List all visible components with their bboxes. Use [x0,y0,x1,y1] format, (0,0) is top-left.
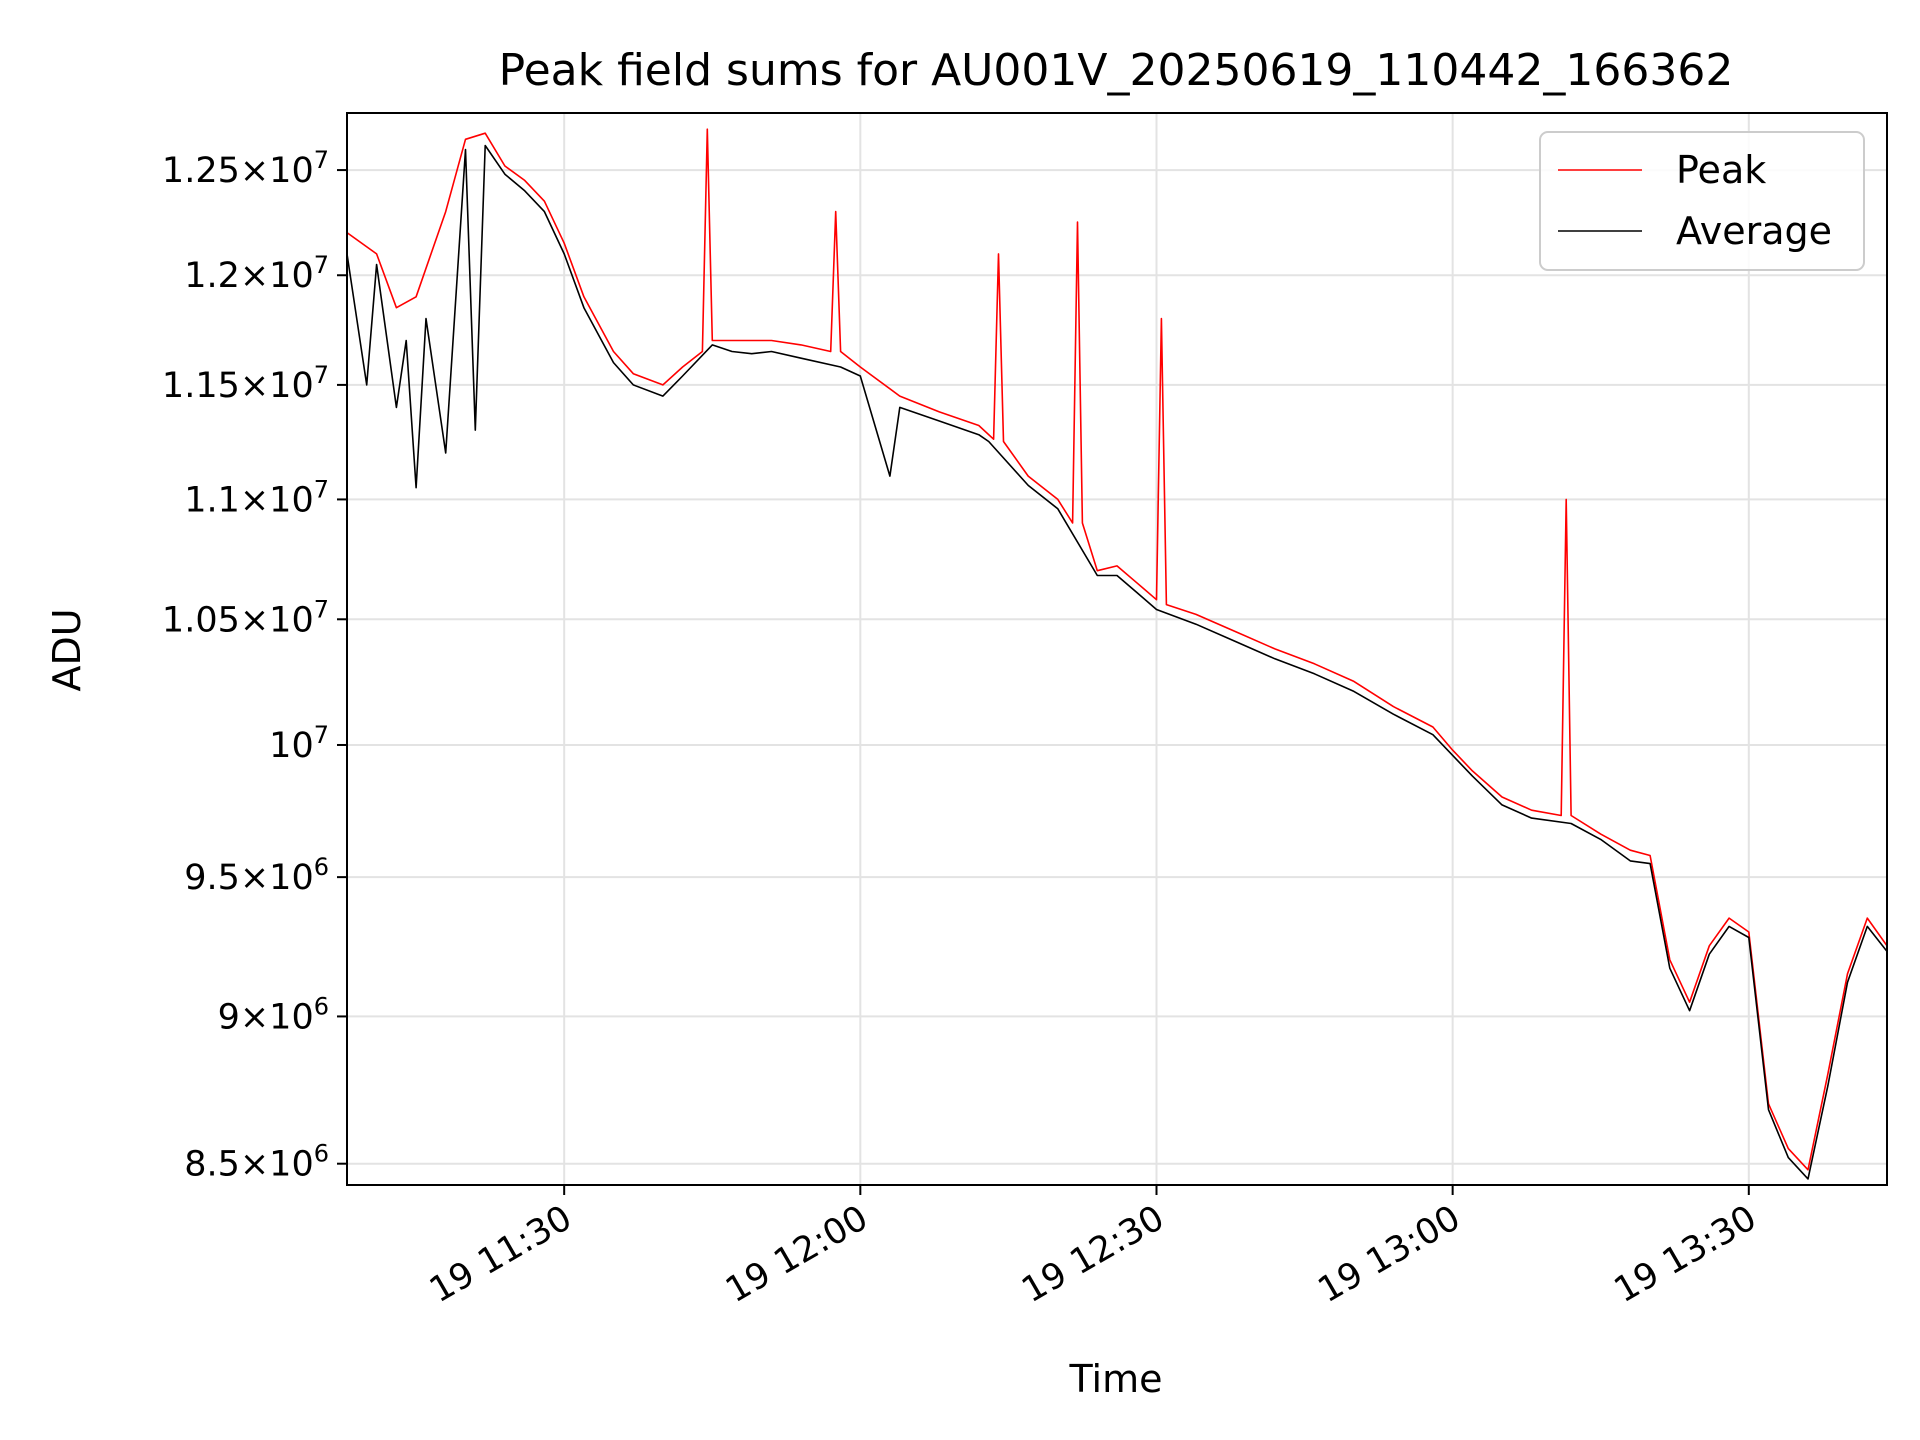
plot-frame [346,112,1888,1186]
y-tick-label: 9×106 [218,992,329,1037]
series-line-average [347,144,1887,1180]
y-tick-label: 1.25×107 [162,146,329,191]
y-tick-label: 107 [269,721,329,766]
y-axis-label: ADU [45,608,89,691]
series-layer [347,128,1887,1180]
legend-box [1539,131,1865,271]
x-axis-label: Time [1069,1357,1163,1401]
y-axis: 8.5×106 9×106 9.5×106 107 1.05×107 1.1×107 1.1… [162,146,347,1185]
grid [347,113,1887,1185]
legend: Peak Average [1539,131,1865,271]
series-line-peak [347,128,1887,1171]
legend-label-peak: Peak [1676,148,1766,192]
y-tick-label: 1.05×107 [162,595,329,640]
y-tick-label: 8.5×106 [184,1140,329,1185]
y-tick-label: 1.2×107 [184,251,329,296]
legend-label-average: Average [1676,209,1832,253]
chart-title: Peak field sums for AU001V_20250619_1104… [499,45,1734,96]
y-tick-label: 1.1×107 [184,475,329,520]
y-tick-label: 1.15×107 [162,361,329,406]
y-tick-label: 9.5×106 [184,853,329,898]
